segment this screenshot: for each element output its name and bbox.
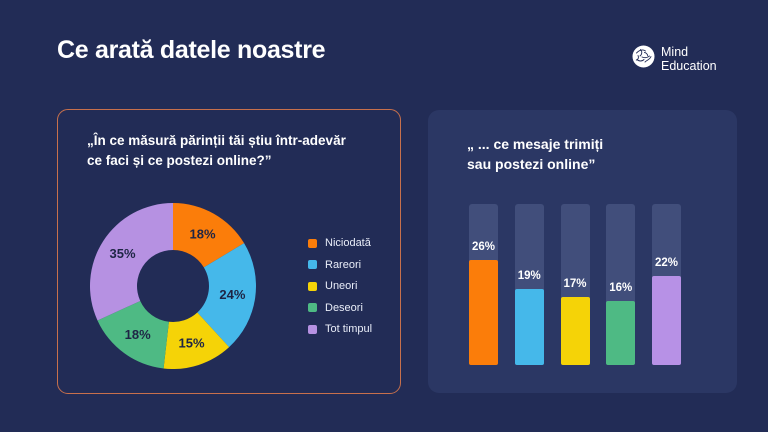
brand-name: Mind Education [661,45,717,73]
legend-swatch [308,324,317,334]
bar-track-niciodată: 26% [469,204,498,365]
legend-swatch [308,281,317,291]
bar-panel-question: „ ... ce mesaje trimiți sau postezi onli… [467,134,603,174]
question-line: „În ce măsură părinții tăi știu într-ade… [87,133,346,148]
bar-chart-panel: „ ... ce mesaje trimiți sau postezi onli… [428,110,737,393]
donut-segment-niciodată [173,203,245,268]
bar-fill [469,260,498,365]
legend-label: Uneori [325,280,358,292]
legend-item-rareori: Rareori [308,259,372,271]
donut-chart: 18% 24% 15% 18% 35% [90,203,256,369]
donut-segment-label: 24% [219,287,245,302]
donut-segment-deseori [97,300,169,369]
question-line: ce faci și ce postezi online?” [87,153,272,168]
legend-item-niciodată: Niciodată [308,237,372,249]
question-line: „ ... ce mesaje trimiți [467,136,604,152]
bar-fill [606,300,636,365]
bar-track-deseori: 16% [606,204,636,365]
legend-swatch [308,303,317,312]
donut-segment-label: 15% [178,336,204,351]
legend-swatch [308,238,317,248]
brain-icon [632,45,655,73]
bar-value-label: 16% [609,281,633,294]
donut-segment-tot-timpul [90,203,173,321]
donut-panel-question: „În ce măsură părinții tăi știu într-ade… [87,131,346,171]
donut-segment-label: 35% [109,246,135,261]
legend-item-deseori: Deseori [308,302,372,314]
brand-name-line1: Mind [661,45,689,59]
legend-label: Rareori [325,258,362,271]
bar-value-label: 17% [563,277,587,290]
chart-legend: Niciodată Rareori Uneori Deseori Tot timpul [308,237,372,335]
donut-chart-panel: „În ce măsură părinții tăi știu într-ade… [57,109,401,394]
bar-fill [514,288,544,365]
bar-track-tot-timpul: 22% [652,204,681,365]
bar-fill [560,296,590,365]
legend-label: Tot timpul [325,323,373,335]
bar-track-uneori: 17% [560,204,590,365]
brand-logo: Mind Education [632,45,717,73]
donut-segment-label: 18% [125,327,151,342]
legend-label: Niciodată [325,237,371,249]
donut-segment-label: 18% [189,226,215,241]
bar-value-label: 19% [517,269,541,282]
bar-value-label: 22% [654,257,679,270]
legend-label: Deseori [325,301,363,314]
donut-segment-uneori [163,312,230,369]
legend-swatch [308,260,317,269]
brand-name-line2: Education [661,59,717,73]
bar-track-rareori: 19% [514,204,544,365]
bar-fill [652,276,681,365]
bar-chart: 26% 19% 17% 16% 22% [469,204,681,365]
legend-item-uneori: Uneori [308,280,372,292]
donut-segment-rareori [197,243,256,348]
question-line: sau postezi online” [467,156,596,172]
legend-item-tot-timpul: Tot timpul [308,323,372,335]
page-title: Ce arată datele noastre [57,36,326,64]
bar-value-label: 26% [471,241,496,254]
